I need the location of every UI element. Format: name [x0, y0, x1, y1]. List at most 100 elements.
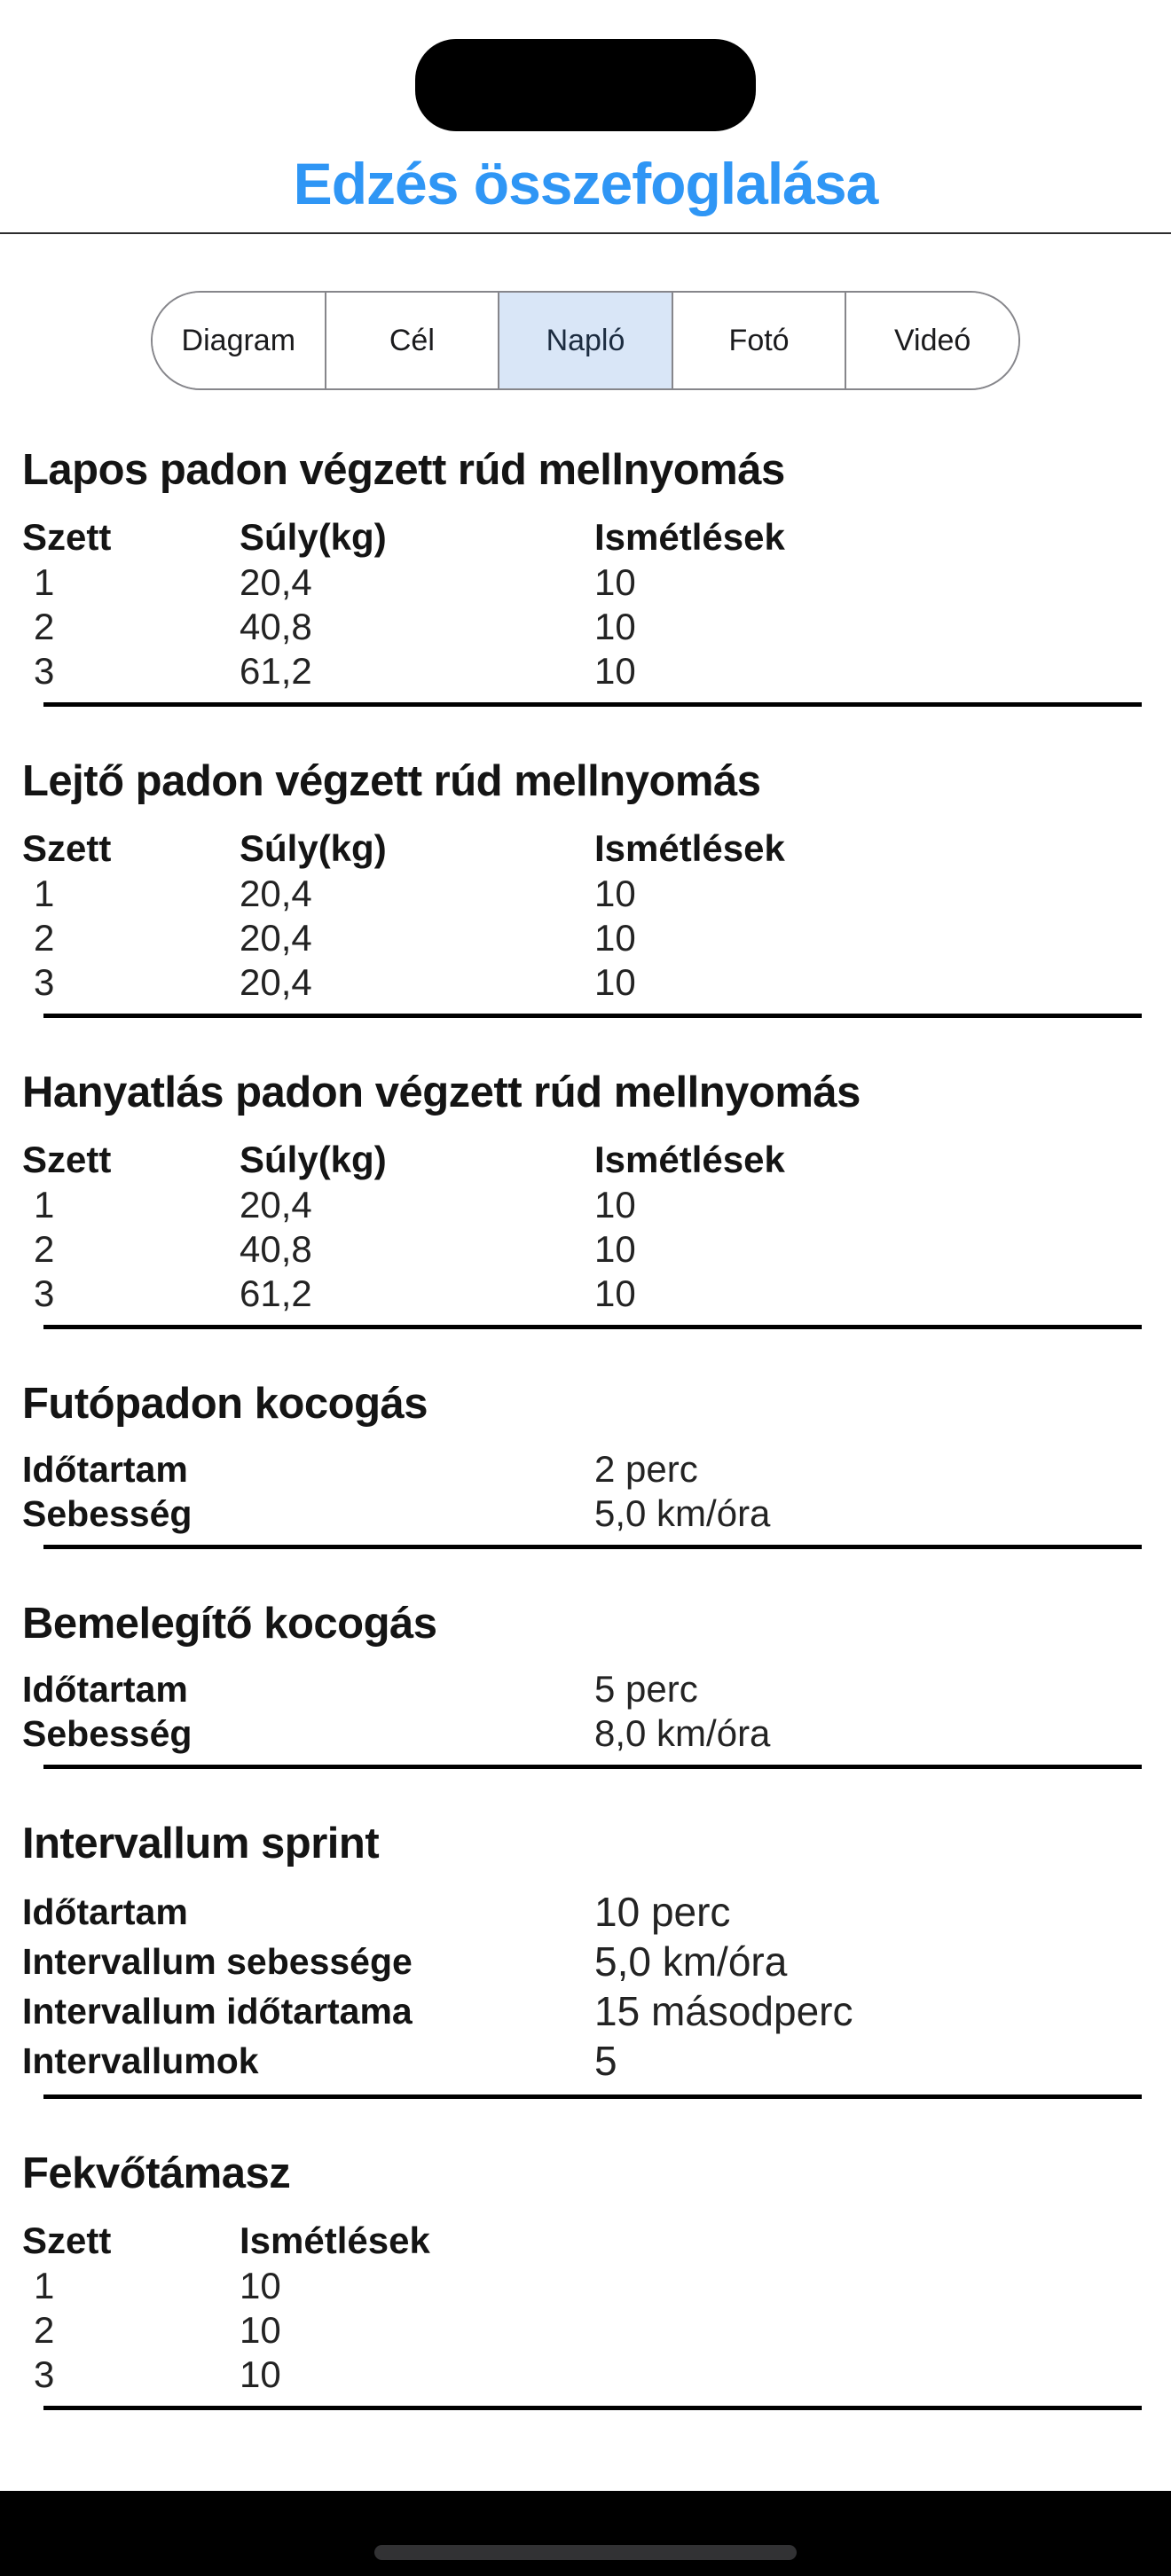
home-indicator[interactable] — [374, 2545, 797, 2560]
table-row: 1 20,4 10 — [22, 872, 1149, 916]
column-header: Szett — [22, 516, 112, 558]
exercise-title: Lapos padon végzett rúd mellnyomás — [22, 446, 785, 494]
table-cell: 10 — [594, 1184, 636, 1225]
table-cell: 10 — [240, 2353, 281, 2395]
detail-label: Időtartam — [22, 1449, 188, 1490]
tab-videó[interactable]: Videó — [846, 293, 1018, 388]
table-row: 3 20,4 10 — [22, 960, 1149, 1005]
detail-label: Sebesség — [22, 1713, 193, 1754]
workout-summary-content: Lapos padon végzett rúd mellnyomás Szett S… — [0, 445, 1171, 2410]
table-row: 1 10 — [22, 2264, 1149, 2308]
table-cell: 10 — [594, 961, 636, 1003]
table-cell: 3 — [34, 2353, 55, 2395]
exercise-title: Hanyatlás padon végzett rúd mellnyomás — [22, 1069, 861, 1116]
table-row: 1 20,4 10 — [22, 1183, 1149, 1227]
table-cell: 3 — [34, 1272, 55, 1314]
table-cell: 10 — [594, 561, 636, 603]
tab-diagram[interactable]: Diagram — [153, 293, 326, 388]
exercise-title: Fekvőtámasz — [22, 2149, 291, 2197]
table-cell: 1 — [34, 2265, 55, 2306]
table-cell: 2 — [34, 917, 55, 959]
table-cell: 1 — [34, 1184, 55, 1225]
tab-fotó[interactable]: Fotó — [672, 293, 847, 388]
exercise-section: Lejtő padon végzett rúd mellnyomás Szett S… — [22, 756, 1149, 1018]
table-cell: 20,4 — [240, 1184, 312, 1225]
table-header-row: Szett Ismétlések — [22, 2218, 1149, 2264]
table-cell: 10 — [594, 606, 636, 647]
table-cell: 10 — [240, 2265, 281, 2306]
detail-row: Sebesség 5,0 km/óra — [22, 1492, 1149, 1536]
table-cell: 1 — [34, 561, 55, 603]
column-header: Szett — [22, 1139, 112, 1180]
detail-label: Intervallumok — [22, 2040, 259, 2081]
exercise-section: Bemelegítő kocogás Időtartam 5 perc Sebessé… — [22, 1599, 1149, 1769]
bottom-bar — [0, 2491, 1171, 2576]
exercise-section: Futópadon kocogás Időtartam 2 perc Sebesség… — [22, 1379, 1149, 1549]
detail-value: 5 — [594, 2038, 617, 2084]
table-cell: 10 — [594, 917, 636, 959]
column-header: Szett — [22, 827, 112, 869]
table-row: 3 10 — [22, 2353, 1149, 2397]
exercise-section: Lapos padon végzett rúd mellnyomás Szett S… — [22, 445, 1149, 707]
section-divider — [43, 2094, 1142, 2099]
detail-row: Intervallum sebessége 5,0 km/óra — [22, 1937, 1149, 1986]
detail-value: 5,0 km/óra — [594, 1492, 771, 1534]
table-row: 2 40,8 10 — [22, 1227, 1149, 1272]
table-row: 2 20,4 10 — [22, 916, 1149, 960]
detail-value: 2 perc — [594, 1448, 698, 1490]
detail-list: Időtartam 5 perc Sebesség 8,0 km/óra — [22, 1667, 1149, 1756]
table-cell: 40,8 — [240, 1228, 312, 1270]
table-cell: 10 — [594, 650, 636, 692]
table-header-row: Szett Súly(kg) Ismétlések — [22, 1137, 1149, 1183]
detail-label: Intervallum időtartama — [22, 1991, 413, 2032]
detail-value: 8,0 km/óra — [594, 1712, 771, 1754]
detail-row: Intervallumok 5 — [22, 2036, 1149, 2086]
title-divider — [0, 232, 1171, 234]
table-cell: 20,4 — [240, 873, 312, 914]
tab-cél[interactable]: Cél — [326, 293, 500, 388]
table-cell: 10 — [594, 1228, 636, 1270]
column-header: Súly(kg) — [240, 1139, 387, 1180]
section-divider — [43, 1765, 1142, 1769]
table-row: 1 20,4 10 — [22, 560, 1149, 605]
section-divider — [43, 2406, 1142, 2410]
column-header: Ismétlések — [594, 827, 785, 869]
table-cell: 1 — [34, 873, 55, 914]
detail-list: Időtartam 2 perc Sebesség 5,0 km/óra — [22, 1447, 1149, 1536]
table-header-row: Szett Súly(kg) Ismétlések — [22, 514, 1149, 560]
column-header: Szett — [22, 2220, 112, 2261]
table-cell: 61,2 — [240, 650, 312, 692]
table-cell: 20,4 — [240, 961, 312, 1003]
view-segmented-control: Diagram Cél Napló Fotó Videó — [151, 291, 1020, 390]
column-header: Ismétlések — [594, 1139, 785, 1180]
exercise-title: Intervallum sprint — [22, 1820, 380, 1867]
table-row: 2 40,8 10 — [22, 605, 1149, 649]
column-header: Ismétlések — [240, 2220, 430, 2261]
detail-row: Időtartam 5 perc — [22, 1667, 1149, 1711]
detail-row: Sebesség 8,0 km/óra — [22, 1711, 1149, 1756]
detail-label: Intervallum sebessége — [22, 1941, 413, 1982]
table-cell: 2 — [34, 2309, 55, 2351]
table-cell: 20,4 — [240, 917, 312, 959]
redacted-status-blob — [415, 39, 756, 131]
table-row: 2 10 — [22, 2308, 1149, 2353]
table-header-row: Szett Súly(kg) Ismétlések — [22, 826, 1149, 872]
exercise-section: Intervallum sprint Időtartam 10 perc Interv… — [22, 1819, 1149, 2099]
exercise-section: Hanyatlás padon végzett rúd mellnyomás Sz… — [22, 1068, 1149, 1329]
exercise-title: Lejtő padon végzett rúd mellnyomás — [22, 757, 761, 805]
detail-row: Intervallum időtartama 15 másodperc — [22, 1986, 1149, 2036]
detail-value: 5,0 km/óra — [594, 1938, 788, 1985]
section-divider — [43, 1014, 1142, 1018]
detail-row: Időtartam 2 perc — [22, 1447, 1149, 1492]
table-cell: 2 — [34, 606, 55, 647]
table-cell: 20,4 — [240, 561, 312, 603]
table-cell: 40,8 — [240, 606, 312, 647]
tab-napló[interactable]: Napló — [499, 293, 673, 388]
column-header: Súly(kg) — [240, 516, 387, 558]
table-row: 3 61,2 10 — [22, 1272, 1149, 1316]
exercise-title: Bemelegítő kocogás — [22, 1600, 437, 1648]
table-row: 3 61,2 10 — [22, 649, 1149, 693]
table-cell: 10 — [240, 2309, 281, 2351]
page-title: Edzés összefoglalása — [293, 151, 879, 216]
section-divider — [43, 1545, 1142, 1549]
